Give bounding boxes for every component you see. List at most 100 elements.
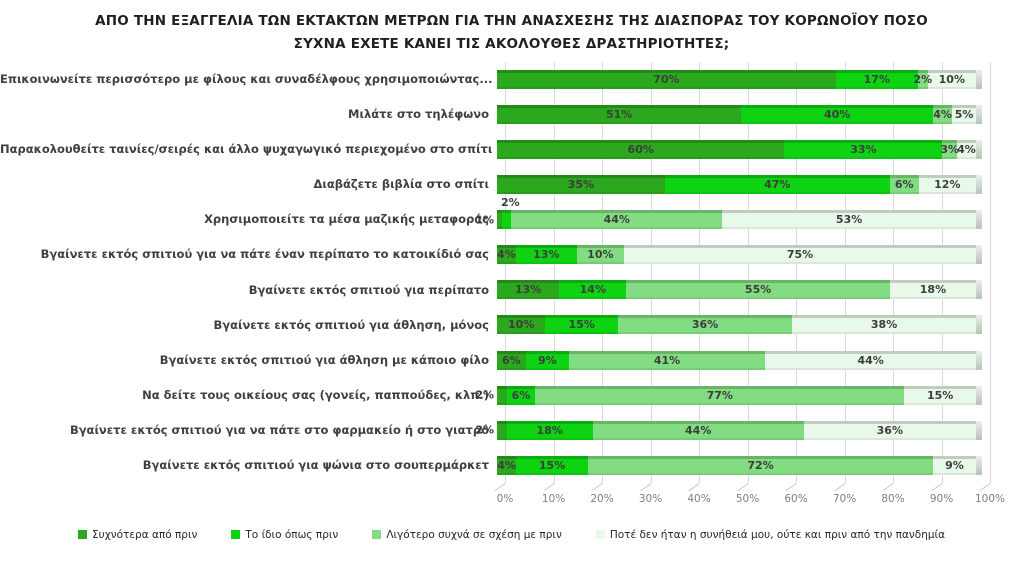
bar-segment: 55%	[626, 280, 890, 300]
bar-segment: 44%	[592, 420, 804, 440]
bar-segment: 53%	[722, 210, 977, 230]
bar-segment: 9%	[525, 350, 569, 370]
gridline	[505, 61, 506, 483]
bar-segment-label: 72%	[747, 458, 774, 472]
bar-segment: 3%	[940, 140, 959, 160]
bar-segment-label: 51%	[605, 107, 633, 121]
bar-row: Βγαίνετε εκτός σπιτιού για ψώνια στο σου…	[0, 448, 1023, 483]
category-label: Διαβάζετε βιβλία στο σπίτι	[313, 177, 489, 192]
bar-segment: 4%	[932, 104, 953, 124]
bar-row: Χρησιμοποιείτε τα μέσα μαζικής μεταφοράς…	[0, 196, 1023, 237]
bar-segment: 44%	[765, 350, 977, 370]
bar-end-cap	[976, 245, 983, 265]
bar-segment-label: 4%	[497, 458, 516, 472]
gridline	[990, 61, 991, 483]
bar-row: Να δείτε τους οικείους σας (γονείς, παππ…	[0, 378, 1023, 413]
bar-segment-label: 10%	[508, 318, 535, 332]
gridline	[553, 61, 555, 483]
bar-segment-label: 15%	[926, 388, 954, 402]
chart-title: ΑΠΟ ΤΗΝ ΕΞΑΓΓΕΛΙΑ ΤΩΝ ΕΚΤΑΚΤΩΝ ΜΕΤΡΩΝ ΓΙ…	[0, 0, 1023, 56]
bar-segment-label: 44%	[603, 213, 630, 227]
bar-segment-label: 10%	[938, 72, 965, 86]
bar-segment: 13%	[515, 245, 577, 265]
bar-segment: 15%	[904, 385, 977, 405]
gridline	[650, 61, 652, 483]
bar-segment: 47%	[664, 175, 890, 195]
category-label: Βγαίνετε εκτός σπιτιού για άθληση, μόνος	[213, 317, 489, 332]
bar-segment: 36%	[617, 315, 793, 335]
bar-segment: 60%	[497, 140, 785, 160]
bar-track: 6% 9% 41% 44%	[497, 350, 982, 370]
legend-item: Το ίδιο όπως πριν	[231, 529, 338, 541]
bar-segment-label: 17%	[863, 72, 890, 86]
legend-swatch	[231, 530, 241, 540]
bar-segment-label: 2%	[475, 423, 494, 437]
bar-segment-label: 75%	[786, 248, 814, 262]
gridline	[747, 61, 749, 483]
bar-segment-label: 47%	[764, 178, 791, 192]
legend-label: Λιγότερο συχνά σε σχέση με πριν	[386, 528, 562, 541]
bar-segment	[497, 385, 507, 405]
bar-segment-label: 2%	[913, 72, 933, 86]
bar-segment-label: 70%	[653, 72, 680, 86]
bar-segment-label: 14%	[579, 283, 606, 297]
legend-label: Συχνότερα από πριν	[91, 528, 198, 541]
bar-segment: 41%	[568, 350, 766, 370]
category-label: Να δείτε τους οικείους σας (γονείς, παππ…	[142, 387, 489, 402]
bar-segment-label: 4%	[497, 248, 516, 262]
bar-segment-label: 10%	[587, 248, 614, 262]
bar-track: 2% 18% 44% 36%	[475, 420, 982, 440]
bar-row: Παρακολουθείτε ταινίες/σειρές και άλλο ψ…	[0, 132, 1023, 167]
bar-segment-label: 3%	[940, 143, 959, 157]
bar-end-cap	[976, 315, 982, 335]
axis-tick-label: 30%	[638, 492, 663, 505]
bar-segment-label: 6%	[502, 353, 521, 367]
bar-segment	[501, 210, 512, 230]
bar-row: Βγαίνετε εκτός σπιτιού για άθληση με κάπ…	[0, 343, 1023, 378]
bar-row: Μιλάτε στο τηλέφωνο 51% 40% 4% 5%	[0, 97, 1023, 132]
bar-segment-label: 13%	[514, 283, 542, 297]
axis-tick-label: 10%	[541, 492, 566, 505]
bar-track: 51% 40% 4% 5%	[497, 104, 982, 124]
axis-tick-label: 20%	[590, 492, 614, 505]
bar-segment: 70%	[497, 69, 836, 89]
bar-end-cap	[976, 140, 982, 160]
bar-segment-label: 36%	[691, 318, 719, 332]
bar-segment: 15%	[545, 315, 618, 335]
bar-segment: 35%	[497, 175, 665, 195]
axis-tick-label: 90%	[929, 492, 954, 505]
legend-swatch	[595, 530, 605, 540]
bar-end-cap	[976, 280, 982, 300]
legend: Συχνότερα από πριν Το ίδιο όπως πριν Λιγότ…	[0, 529, 1023, 541]
bar-segment: 5%	[952, 104, 977, 124]
bar-row: Βγαίνετε εκτός σπιτιού για άθληση, μόνος…	[0, 307, 1023, 342]
bar-end-cap	[976, 69, 983, 89]
bar-end-cap	[976, 455, 982, 475]
gridline	[844, 61, 846, 483]
bar-segment: 44%	[511, 210, 723, 230]
category-label: Βγαίνετε εκτός σπιτιού για περίπατο	[248, 282, 489, 297]
axis-tick-label: 50%	[735, 492, 760, 505]
bar-segment: 4%	[956, 140, 977, 160]
bar-segment: 18%	[889, 280, 977, 300]
bar-segment-label: 2%	[475, 388, 494, 402]
bar-segment: 9%	[932, 455, 977, 475]
bar-end-cap	[976, 420, 982, 440]
chart-title-line2: ΣΥΧΝΑ ΕΧΕΤΕ ΚΑΝΕΙ ΤΙΣ ΑΚΟΛΟΥΘΕΣ ΔΡΑΣΤΗΡΙ…	[293, 35, 730, 52]
bar-segment-label: 33%	[850, 143, 877, 157]
bar-segment-label: 18%	[536, 423, 563, 437]
bar-segment: 36%	[803, 420, 977, 440]
gridline	[893, 61, 894, 483]
axis-tick-label: 0%	[496, 492, 514, 505]
axis-tick-label: 100%	[974, 492, 1006, 505]
bar-segment: 38%	[792, 315, 977, 335]
bar-track: 4% 15% 72% 9%	[497, 455, 982, 475]
gridline	[796, 61, 797, 483]
bar-row: Διαβάζετε βιβλία στο σπίτι 35% 47% 6% 12%	[0, 167, 1023, 202]
bar-segment: 10%	[576, 245, 624, 265]
category-label: Επικοινωνείτε περισσότερο με φίλους και …	[0, 72, 493, 87]
bar-row: Βγαίνετε εκτός σπιτιού για να πάτε στο φ…	[0, 413, 1023, 448]
gridline	[602, 61, 603, 483]
bar-segment-label: 35%	[567, 178, 595, 192]
bar-segment-label: 44%	[857, 353, 884, 367]
